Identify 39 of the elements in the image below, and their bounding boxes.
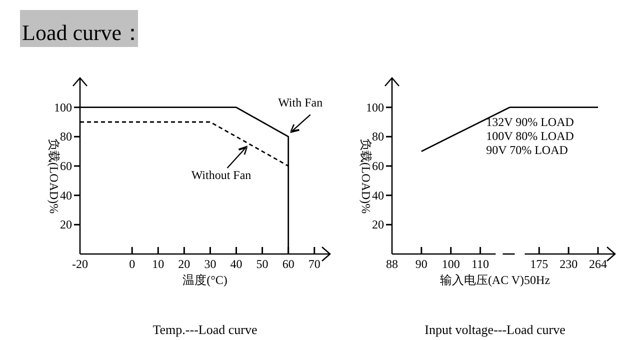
x-tick-label: 264: [589, 257, 607, 271]
x-axis-title: 输入电压(AC V)50Hz: [440, 273, 550, 287]
y-tick-label: 60: [60, 159, 72, 173]
annotation: 90V 70% LOAD: [486, 143, 568, 157]
y-tick-label: 40: [372, 188, 384, 202]
y-axis-title: 负载(LOAD)%: [47, 138, 61, 214]
text: Temp.---Load curve: [152, 322, 258, 337]
line-series: [420, 106, 599, 152]
x-tick-label: 20: [178, 257, 190, 271]
x-tick-label: 230: [560, 257, 578, 271]
annotation: 132V 90% LOAD: [486, 115, 574, 129]
y-tick-label: 80: [372, 130, 384, 144]
y-tick-label: 80: [60, 130, 72, 144]
legend-label: Without Fan: [191, 168, 252, 182]
x-tick-label: 100: [442, 257, 460, 271]
x-tick-label: 70: [308, 257, 320, 271]
y-tick-label: 40: [60, 188, 72, 202]
x-tick-label: 60: [282, 257, 294, 271]
y-tick-label: 60: [372, 159, 384, 173]
x-tick-label: -20: [72, 257, 88, 271]
y-tick-label: 20: [372, 218, 384, 232]
text: Load curve：: [22, 20, 144, 45]
x-tick-label: 30: [204, 257, 216, 271]
y-tick-label: 20: [60, 218, 72, 232]
annotation: 100V 80% LOAD: [486, 129, 574, 143]
y-axis-title: 负载(LOAD)%: [359, 138, 373, 214]
x-tick-label: 110: [472, 257, 490, 271]
x-tick-label: 50: [256, 257, 268, 271]
y-tick-label: 100: [54, 100, 72, 114]
x-tick-label: 40: [230, 257, 242, 271]
y-tick-label: 100: [366, 100, 384, 114]
text: Input voltage---Load curve: [424, 322, 566, 337]
series-label: With Fan: [278, 96, 323, 110]
x-tick-label: 175: [530, 257, 548, 271]
x-tick-label: 88: [386, 257, 398, 271]
x-tick-label: 10: [152, 257, 164, 271]
x-axis-title: 温度(°C): [182, 273, 228, 287]
x-tick-label: 0: [129, 257, 136, 271]
x-tick-label: 90: [415, 257, 428, 271]
